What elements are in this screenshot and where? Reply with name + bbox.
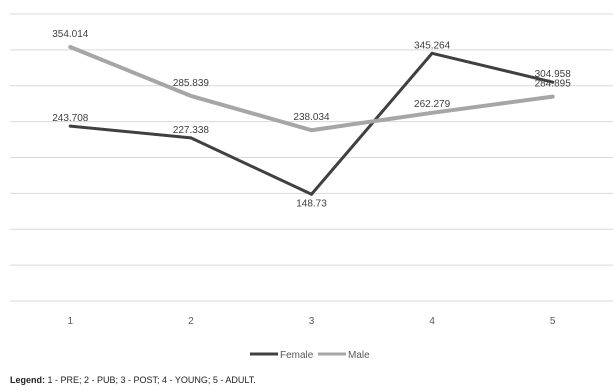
x-tick-label: 4 [429, 316, 435, 327]
x-tick-label: 3 [309, 316, 315, 327]
x-tick-label: 1 [68, 316, 74, 327]
data-point-male [430, 111, 434, 115]
x-tick-label: 2 [188, 316, 194, 327]
data-label-male: 262.279 [414, 99, 451, 110]
footnote-label: Legend: [10, 375, 45, 385]
data-point-male [310, 128, 313, 132]
data-point-male [68, 45, 72, 49]
data-label-female: 304.958 [535, 69, 572, 80]
data-label-male: 285.839 [173, 78, 210, 89]
data-point-male [189, 94, 193, 98]
data-point-female [551, 80, 555, 84]
data-label-female: 345.264 [414, 40, 451, 51]
footnote: Legend: 1 - PRE; 2 - PUB; 3 - POST; 4 - … [10, 375, 256, 385]
data-label-female: 148.73 [296, 198, 327, 209]
data-point-female [189, 136, 193, 140]
legend-label-male: Male [348, 350, 370, 361]
footnote-text: 1 - PRE; 2 - PUB; 3 - POST; 4 - YOUNG; 5… [45, 375, 256, 385]
legend-label-female: Female [280, 350, 314, 361]
data-label-male: 238.034 [293, 112, 330, 123]
data-label-female: 227.338 [173, 125, 210, 136]
data-point-male [551, 95, 555, 99]
data-point-female [430, 51, 434, 55]
data-point-female [68, 124, 72, 128]
x-tick-label: 5 [550, 316, 556, 327]
data-point-female [310, 192, 313, 196]
data-label-male: 354.014 [52, 29, 89, 40]
data-label-male: 284.895 [535, 79, 572, 90]
data-label-female: 243.708 [52, 113, 89, 124]
